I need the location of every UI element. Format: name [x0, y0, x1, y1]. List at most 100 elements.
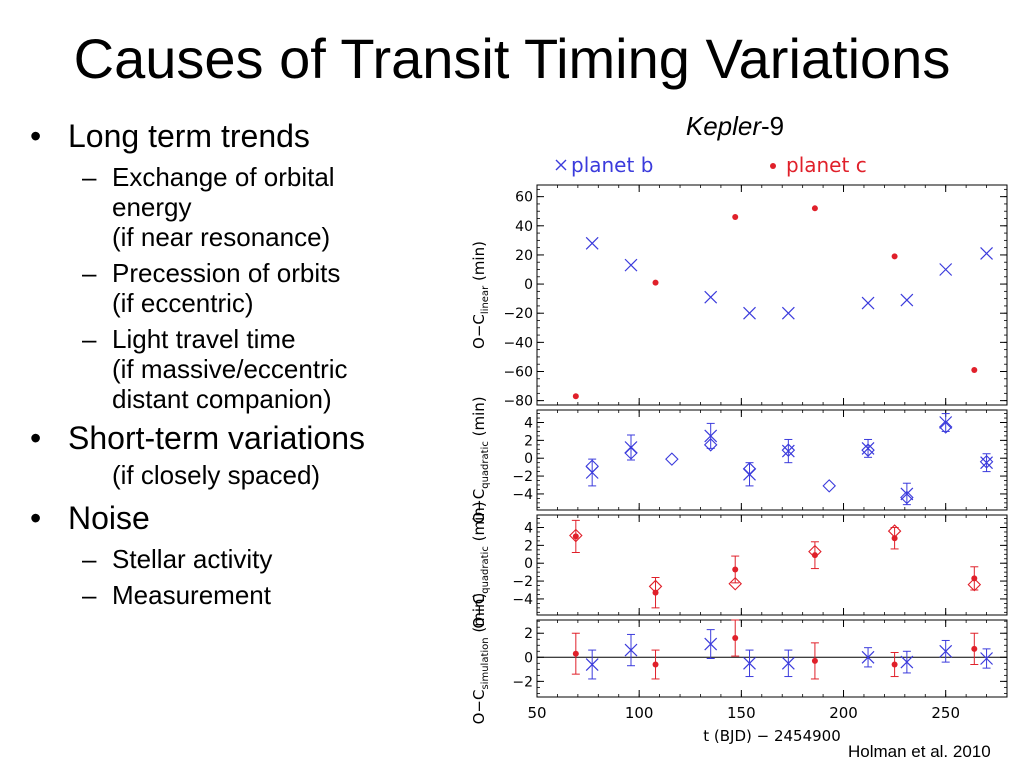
data-point-dot: [891, 535, 898, 542]
model-point-diamond: [781, 443, 796, 457]
x-tick-label: 200: [829, 704, 858, 722]
model-point-diamond: [742, 462, 757, 476]
data-point-dot: [891, 661, 898, 668]
sub-bullet-line: Precession of orbits: [112, 258, 341, 288]
sub-bullet-line: distant companion): [112, 384, 332, 414]
model-point-diamond: [808, 544, 822, 559]
sub-bullet-line: (if eccentric): [112, 288, 254, 318]
citation: Holman et al. 2010: [848, 742, 991, 761]
y-tick-label: −4: [512, 592, 533, 608]
legend-label-planet-c: planet c: [786, 153, 867, 177]
y-tick-label: −40: [503, 335, 533, 351]
y-tick-label: −4: [512, 487, 533, 503]
y-tick-label: 0: [524, 556, 533, 572]
data-point-x: [980, 247, 993, 260]
data-point-x: [704, 290, 718, 304]
legend-x-marker: [555, 159, 567, 171]
data-point-dot: [732, 635, 739, 642]
sub-bullet-line: Measurement: [112, 580, 271, 610]
data-point-x: [939, 263, 953, 276]
y-label-main: O−C: [470, 690, 488, 725]
model-point-diamond: [861, 443, 875, 457]
legend-label-planet-b: planet b: [571, 153, 653, 177]
data-point-x: [743, 306, 756, 320]
y-label-unit: (min): [470, 501, 488, 546]
y-tick-label: −2: [512, 674, 533, 690]
sub-bullet-line: (if near resonance): [112, 222, 331, 252]
bullet-text: Long term trends: [68, 118, 310, 154]
x-tick-label: 250: [931, 704, 960, 722]
dash-icon: –: [82, 544, 97, 574]
y-axis-label: O−Csimulation (min): [470, 593, 491, 725]
chart-title: Kepler-9: [620, 110, 850, 142]
data-point-dot: [572, 650, 579, 657]
y-tick-label: 40: [515, 219, 533, 235]
data-point-x: [624, 258, 638, 272]
y-tick-label: 20: [515, 248, 533, 264]
sub-bullet-orbital-energy: – Exchange of orbital energy (if near re…: [20, 162, 450, 252]
y-label-unit: (min): [470, 593, 488, 638]
sub-bullet-line: Light travel time: [112, 324, 296, 354]
y-tick-label: 4: [524, 416, 533, 432]
bullet-long-term: • Long term trends: [20, 118, 450, 154]
data-point-dot: [572, 533, 579, 540]
y-tick-label: 2: [524, 626, 533, 642]
data-point-dot: [971, 645, 978, 652]
data-point-dot: [971, 367, 978, 374]
data-point-x: [585, 658, 599, 671]
model-point-diamond: [648, 579, 663, 594]
model-point-diamond: [822, 479, 836, 493]
model-point-diamond: [967, 577, 982, 592]
bullet-dot-icon: •: [30, 500, 42, 536]
y-tick-label: 2: [524, 538, 533, 554]
slide-title: Causes of Transit Timing Variations: [73, 27, 951, 90]
panel-frame: [536, 409, 1008, 511]
data-point-dot: [811, 205, 818, 212]
model-point-diamond: [624, 446, 638, 460]
y-label-unit: (min): [470, 396, 488, 441]
x-tick-label: 50: [527, 704, 546, 722]
y-label-sub: quadratic: [480, 546, 491, 594]
bullet-note: (if closely spaced): [112, 460, 321, 490]
data-point-x: [781, 306, 795, 320]
y-tick-label: 2: [524, 433, 533, 449]
data-point-dot: [891, 253, 898, 260]
x-tick-label: 100: [625, 704, 654, 722]
data-point-x: [624, 643, 638, 657]
data-point-x: [585, 236, 599, 250]
data-point-x: [704, 637, 718, 651]
bullet-dot-icon: •: [30, 420, 42, 456]
y-label-main: O−C: [470, 489, 488, 524]
y-label-unit: (min): [470, 241, 488, 286]
model-point-diamond: [569, 528, 583, 543]
model-point-diamond: [938, 420, 953, 434]
bullet-short-term: • Short-term variations: [20, 420, 450, 456]
data-point-dot: [732, 566, 739, 573]
y-tick-label: −2: [512, 574, 533, 590]
sub-bullet-light-travel: – Light travel time (if massive/eccentri…: [20, 324, 450, 414]
sub-bullet-precession: – Precession of orbits (if eccentric): [20, 258, 450, 318]
bullet-text: Short-term variations: [68, 420, 365, 456]
sub-bullet-measurement: – Measurement: [20, 580, 450, 610]
data-point-x: [861, 650, 875, 664]
y-tick-label: 4: [524, 521, 533, 537]
y-tick-label: 0: [524, 277, 533, 293]
y-axis-label: O−Clinear (min): [470, 241, 491, 349]
data-point-x: [861, 296, 875, 310]
chart-title-italic: Kepler: [685, 111, 762, 141]
bullet-noise: • Noise: [20, 500, 450, 536]
data-point-x: [980, 456, 993, 470]
dash-icon: –: [82, 580, 97, 610]
y-tick-label: 0: [524, 451, 533, 467]
y-label-sub: simulation: [480, 637, 491, 689]
data-point-x: [781, 444, 795, 458]
model-point-diamond: [703, 438, 718, 452]
sub-bullet-line: Exchange of orbital: [112, 162, 335, 192]
model-point-diamond: [900, 490, 914, 505]
panel-frame: [536, 514, 1008, 616]
dash-icon: –: [82, 324, 97, 354]
model-point-diamond: [887, 524, 902, 538]
sub-bullet-stellar-activity: – Stellar activity: [20, 544, 450, 574]
y-label-sub: linear: [480, 285, 491, 314]
